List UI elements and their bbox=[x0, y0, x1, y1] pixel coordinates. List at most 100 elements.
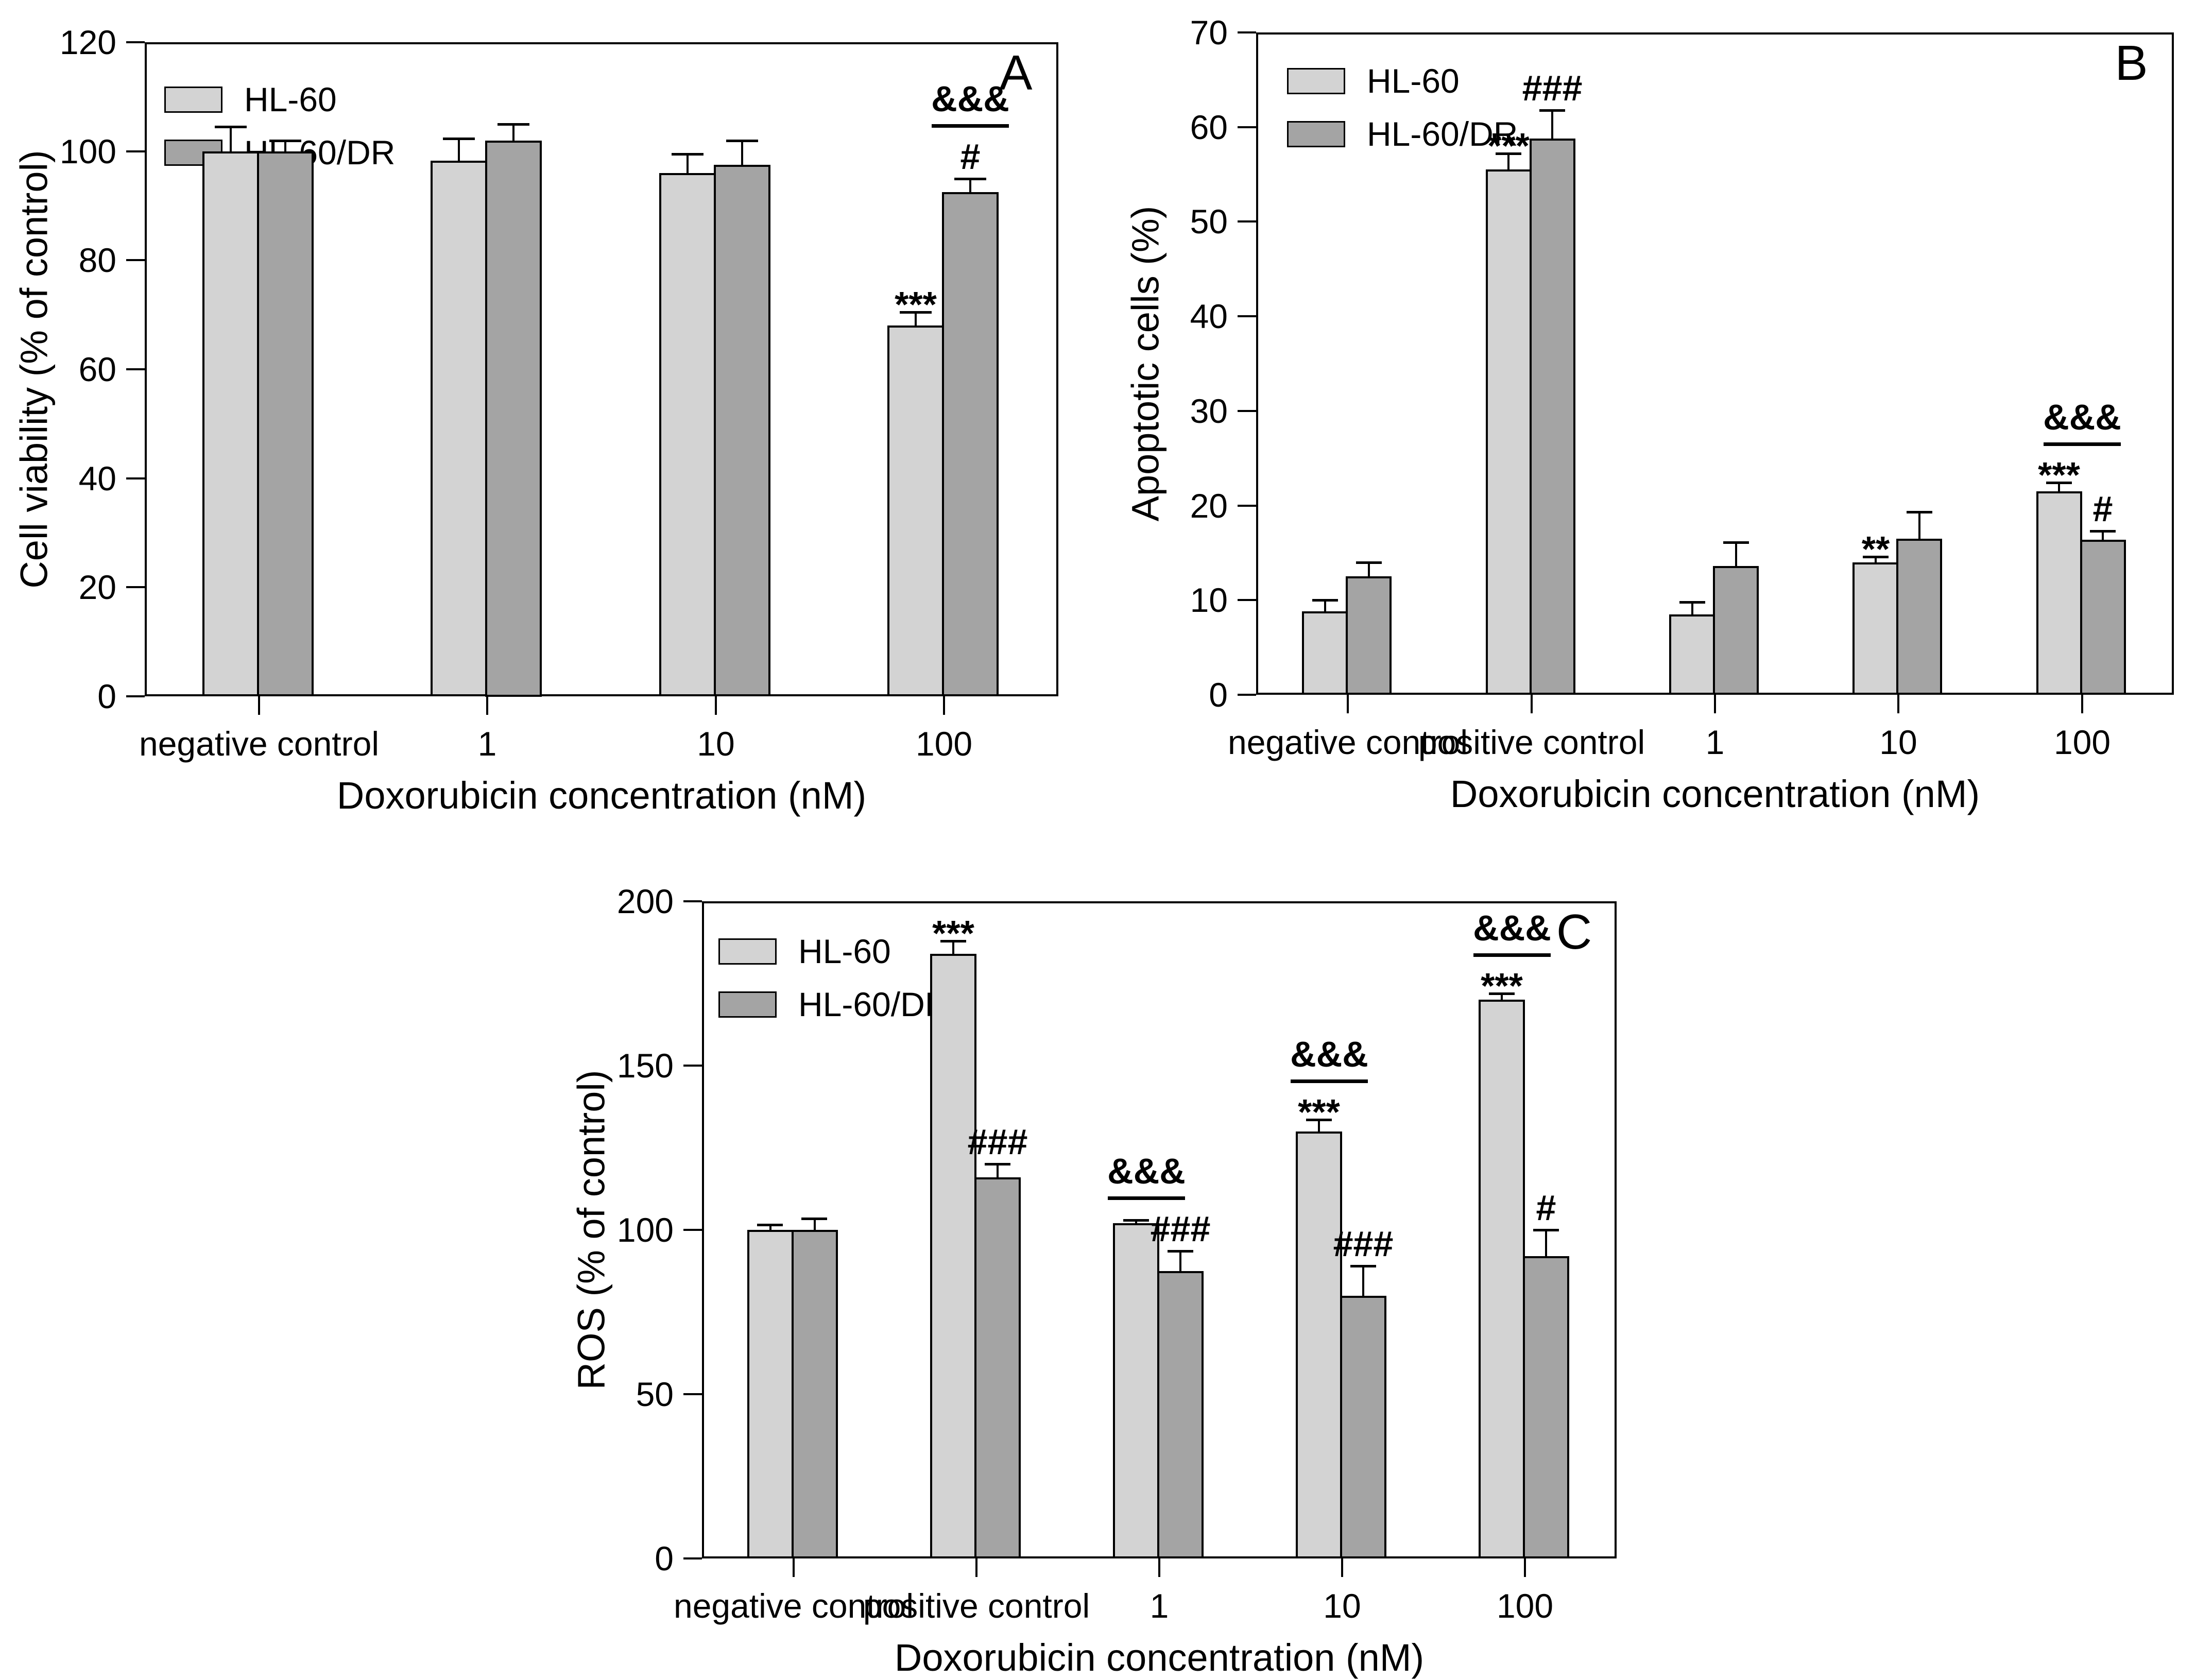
y-tick bbox=[126, 368, 145, 370]
legend: HL-60 HL-60/DR bbox=[718, 934, 949, 1040]
x-tick-label: 1 bbox=[477, 725, 497, 763]
x-tick bbox=[1531, 695, 1533, 713]
bar-hl60 bbox=[2036, 491, 2082, 695]
significance-marker: # bbox=[960, 136, 981, 177]
bar-hl60 bbox=[887, 325, 944, 696]
legend-label-hl60: HL-60 bbox=[1367, 62, 1460, 100]
x-tick bbox=[1714, 695, 1716, 713]
x-tick-label: positive control bbox=[1418, 723, 1645, 761]
error-bar-cap bbox=[900, 311, 932, 314]
y-tick bbox=[1238, 505, 1256, 507]
significance-marker: # bbox=[1536, 1188, 1556, 1228]
error-bar bbox=[512, 124, 514, 145]
legend-label-hl60dr: HL-60/DR bbox=[1367, 115, 1518, 153]
error-bar-cap bbox=[726, 140, 758, 142]
bar-hl60dr bbox=[974, 1177, 1021, 1558]
error-bar bbox=[230, 127, 232, 156]
bar-hl60dr bbox=[942, 192, 999, 696]
error-bar bbox=[2058, 483, 2060, 495]
significance-marker: *** bbox=[2038, 455, 2080, 495]
y-tick bbox=[126, 150, 145, 152]
y-tick bbox=[126, 586, 145, 588]
x-axis-title: Doxorubicin concentration (nM) bbox=[336, 774, 867, 817]
legend: HL-60 HL-60/DR bbox=[1287, 64, 1518, 170]
legend-swatch-hl60 bbox=[164, 86, 222, 113]
y-tick-label: 200 bbox=[616, 882, 674, 920]
panel-letter: C bbox=[1556, 904, 1592, 959]
error-bar-cap bbox=[1496, 152, 1521, 155]
y-tick-label: 80 bbox=[78, 241, 116, 279]
significance-underline bbox=[2044, 442, 2121, 446]
y-tick-label: 100 bbox=[616, 1211, 674, 1249]
x-tick-label: 100 bbox=[1496, 1587, 1554, 1625]
y-tick bbox=[1238, 220, 1256, 222]
y-tick bbox=[126, 259, 145, 261]
y-tick-label: 50 bbox=[636, 1375, 674, 1413]
bar-hl60dr bbox=[1896, 539, 1942, 695]
bar-hl60 bbox=[1296, 1132, 1342, 1558]
error-bar bbox=[741, 141, 743, 169]
error-bar-cap bbox=[985, 1163, 1010, 1165]
y-tick bbox=[126, 695, 145, 697]
significance-underline bbox=[1108, 1196, 1185, 1200]
x-tick bbox=[1158, 1558, 1160, 1577]
plot-area bbox=[145, 42, 1058, 696]
error-bar bbox=[1501, 993, 1503, 1004]
error-bar bbox=[1507, 153, 1509, 174]
significance-underline bbox=[932, 124, 1009, 128]
legend-swatch-hl60 bbox=[1287, 67, 1345, 94]
y-tick bbox=[683, 1557, 702, 1559]
error-bar bbox=[1362, 1266, 1364, 1299]
bar-hl60 bbox=[930, 954, 976, 1558]
error-bar-cap bbox=[801, 1218, 827, 1220]
bar-hl60dr bbox=[714, 165, 770, 696]
y-tick-label: 70 bbox=[1190, 13, 1228, 52]
bar-hl60 bbox=[431, 161, 487, 696]
x-tick-label: positive control bbox=[863, 1587, 1090, 1625]
significance-marker: ### bbox=[1522, 68, 1583, 108]
error-bar bbox=[1918, 512, 1920, 542]
significance-marker: *** bbox=[1481, 966, 1523, 1006]
error-bar-cap bbox=[1312, 599, 1338, 602]
y-tick-label: 20 bbox=[1190, 487, 1228, 525]
x-tick-label: negative control bbox=[139, 725, 379, 763]
x-axis-title: Doxorubicin concentration (nM) bbox=[1450, 773, 1980, 815]
y-tick bbox=[1238, 126, 1256, 128]
y-tick bbox=[683, 900, 702, 902]
error-bar bbox=[458, 139, 460, 164]
x-tick bbox=[1524, 1558, 1526, 1577]
y-tick-label: 40 bbox=[1190, 297, 1228, 335]
y-tick bbox=[1238, 694, 1256, 696]
y-tick-label: 60 bbox=[1190, 108, 1228, 146]
y-tick bbox=[1238, 315, 1256, 317]
bar-hl60 bbox=[659, 173, 716, 696]
error-bar-cap bbox=[757, 1224, 783, 1226]
significance-marker: &&& bbox=[1290, 1034, 1368, 1074]
x-tick-label: 1 bbox=[1150, 1587, 1169, 1625]
error-bar-cap bbox=[1350, 1265, 1376, 1267]
legend-swatch-hl60 bbox=[718, 938, 777, 965]
legend-entry-hl60dr: HL-60/DR bbox=[718, 987, 949, 1021]
bar-hl60dr bbox=[1523, 1256, 1569, 1558]
y-tick-label: 40 bbox=[78, 459, 116, 498]
error-bar-cap bbox=[1306, 1119, 1332, 1121]
error-bar-cap bbox=[1723, 541, 1749, 544]
error-bar-cap bbox=[269, 140, 301, 142]
y-tick-label: 20 bbox=[78, 568, 116, 606]
error-bar-cap bbox=[443, 138, 475, 140]
error-bar bbox=[1691, 602, 1693, 619]
error-bar-cap bbox=[2046, 482, 2072, 484]
error-bar bbox=[1875, 557, 1877, 567]
error-bar-cap bbox=[1489, 992, 1515, 995]
significance-marker: ### bbox=[1333, 1224, 1394, 1264]
error-bar bbox=[814, 1219, 816, 1234]
y-tick-label: 100 bbox=[59, 132, 116, 170]
y-tick-label: 0 bbox=[655, 1539, 674, 1578]
significance-marker: &&& bbox=[1107, 1151, 1186, 1191]
y-tick bbox=[126, 477, 145, 479]
error-bar bbox=[1545, 1230, 1547, 1260]
significance-marker: &&& bbox=[2043, 397, 2121, 437]
